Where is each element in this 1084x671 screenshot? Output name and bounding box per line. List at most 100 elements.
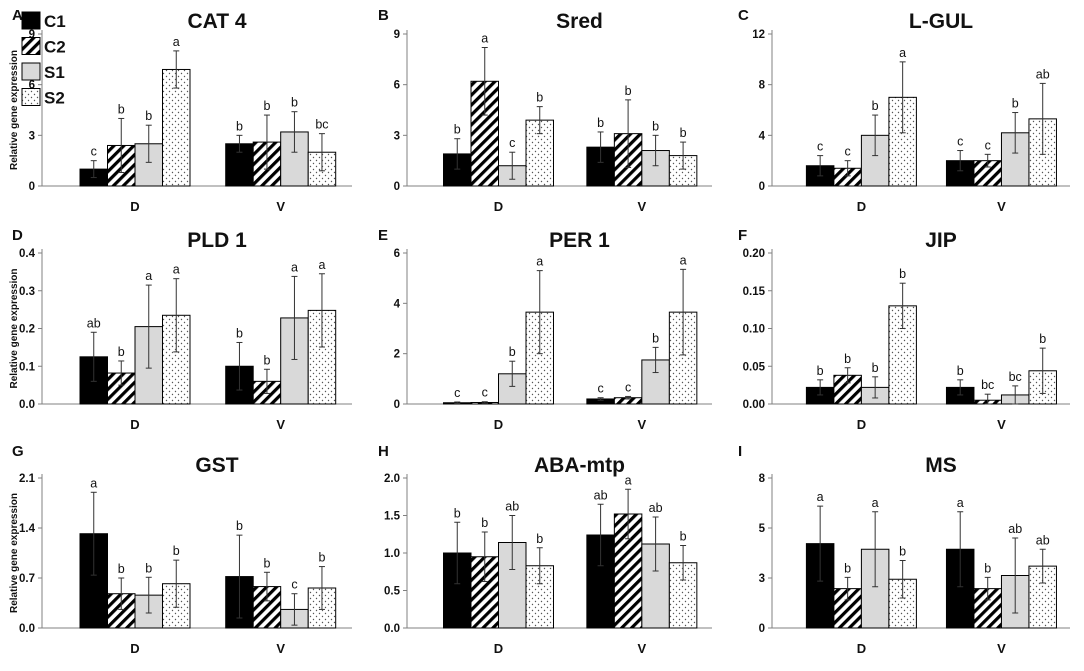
significance-letter: a (957, 496, 964, 510)
y-tick-label: 4 (759, 130, 766, 142)
significance-letter: b (597, 116, 604, 130)
y-tick-label: 0.1 (19, 361, 36, 373)
significance-letter: c (845, 145, 851, 159)
y-tick-label: 0.7 (19, 573, 35, 585)
significance-letter: b (1012, 97, 1019, 111)
y-tick-label: 6 (394, 80, 400, 92)
significance-letter: c (482, 386, 488, 400)
significance-letter: b (118, 345, 125, 359)
significance-letter: a (536, 255, 543, 269)
panel-label: F (738, 227, 747, 244)
panel-label: H (378, 443, 389, 460)
x-tick-label: V (997, 199, 1006, 214)
significance-letter: c (509, 136, 515, 150)
significance-letter: b (844, 561, 851, 575)
significance-letter: b (318, 551, 325, 565)
significance-letter: b (957, 364, 964, 378)
legend-swatch-s1 (21, 62, 41, 81)
significance-letter: a (817, 490, 824, 504)
panel-label: I (738, 443, 742, 460)
y-tick-label: 3 (29, 130, 35, 142)
chart-title: PER 1 (549, 229, 610, 252)
significance-letter: b (625, 84, 632, 98)
significance-letter: b (899, 545, 906, 559)
significance-letter: c (454, 386, 460, 400)
significance-letter: b (263, 99, 270, 113)
panel-H: H ABA-mtp 0.0 0.5 1.0 1.5 2.0 Db b ab b Vab a ab b (378, 443, 712, 656)
y-tick-label: 0.0 (19, 399, 35, 411)
significance-letter: b (118, 102, 125, 116)
significance-letter: b (145, 109, 152, 123)
significance-letter: b (536, 91, 543, 105)
y-tick-label: 0.20 (743, 248, 765, 260)
panel-D: D PLD 1 Relative gene expression 0.0 0.1 0.2 0… (9, 227, 352, 432)
significance-letter: ab (505, 500, 519, 514)
y-tick-label: 6 (394, 248, 400, 260)
significance-letter: bc (1009, 370, 1022, 384)
y-tick-label: 0.0 (384, 623, 400, 635)
significance-letter: bc (315, 118, 328, 132)
x-tick-label: D (857, 641, 866, 656)
x-tick-label: V (638, 199, 647, 214)
significance-letter: ab (594, 488, 608, 502)
y-tick-label: 0.10 (743, 324, 765, 336)
significance-letter: b (263, 556, 270, 570)
significance-letter: ab (649, 501, 663, 515)
y-tick-label: 9 (29, 29, 35, 41)
panel-label: B (378, 7, 389, 24)
significance-letter: b (652, 119, 659, 133)
y-tick-label: 1.4 (19, 523, 36, 535)
y-axis-label: Relative gene expression (9, 268, 20, 388)
panel-label: C (738, 7, 749, 24)
y-tick-label: 8 (759, 80, 766, 92)
significance-letter: b (263, 353, 270, 367)
y-tick-label: 0 (759, 181, 765, 193)
x-tick-label: D (857, 199, 866, 214)
significance-letter: b (236, 119, 243, 133)
significance-letter: b (509, 345, 516, 359)
y-tick-label: 3 (759, 573, 765, 585)
x-tick-label: D (494, 641, 503, 656)
panel-E: E PER 1 0 2 4 6 Dc c b a Vc c b a (378, 227, 712, 432)
y-tick-label: 0.15 (743, 286, 766, 298)
x-tick-label: D (857, 417, 866, 432)
chart-title: JIP (925, 229, 957, 252)
x-tick-label: V (997, 417, 1006, 432)
y-tick-label: 0.00 (743, 399, 765, 411)
chart-title: ABA-mtp (534, 454, 625, 477)
significance-letter: ab (1036, 67, 1050, 81)
significance-letter: ab (1008, 522, 1022, 536)
legend-label-s1: S1 (44, 63, 65, 82)
x-tick-label: D (494, 417, 503, 432)
significance-letter: b (236, 326, 243, 340)
x-tick-label: D (130, 199, 139, 214)
chart-title: GST (195, 454, 238, 477)
panel-label: G (12, 443, 24, 460)
legend-swatch-s2 (21, 88, 41, 106)
y-tick-label: 0 (759, 623, 765, 635)
x-tick-label: D (494, 199, 503, 214)
panel-A: A CAT 4 Relative gene expression 0 3 6 9 Dc b b a V… (9, 7, 352, 214)
significance-letter: b (817, 364, 824, 378)
y-tick-label: 1.5 (384, 511, 401, 523)
significance-letter: c (817, 140, 823, 154)
significance-letter: a (318, 258, 325, 272)
y-tick-label: 6 (29, 80, 35, 92)
significance-letter: b (844, 352, 851, 366)
chart-title: L-GUL (909, 10, 973, 33)
legend-label-c1: C1 (44, 12, 66, 31)
significance-letter: a (173, 263, 180, 277)
significance-letter: a (872, 496, 879, 510)
legend-label-s2: S2 (44, 89, 65, 108)
y-tick-label: 9 (394, 29, 400, 41)
y-axis-label: Relative gene expression (9, 493, 20, 613)
significance-letter: a (173, 35, 180, 49)
panel-label: E (378, 227, 388, 244)
x-tick-label: V (638, 417, 647, 432)
legend-label-c2: C2 (44, 38, 66, 57)
significance-letter: a (481, 32, 488, 46)
significance-letter: b (454, 506, 461, 520)
chart-title: PLD 1 (187, 229, 247, 252)
significance-letter: b (173, 544, 180, 558)
y-tick-label: 0.05 (743, 361, 766, 373)
